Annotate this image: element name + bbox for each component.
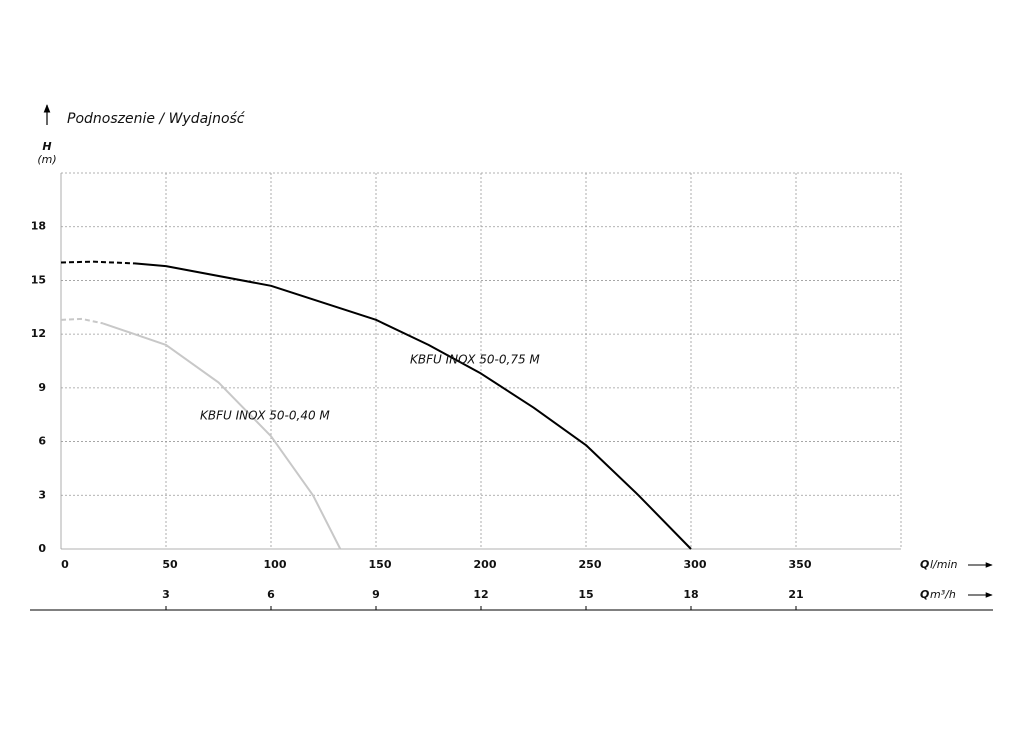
x2-tick-label: 6 (267, 588, 275, 601)
x-tick-label: 150 (369, 558, 392, 571)
x-tick-label: 250 (579, 558, 602, 571)
x2-tick-label: 15 (578, 588, 593, 601)
y-tick-label: 3 (38, 488, 46, 501)
curve-dashed (60, 317, 104, 325)
y-tick-label: 6 (38, 435, 46, 448)
x-tick-label: 50 (162, 558, 178, 571)
curve (134, 262, 692, 550)
y-tick-label: 15 (31, 273, 46, 286)
curve (102, 322, 342, 550)
x-tick-label: 100 (264, 558, 287, 571)
curve-label: KBFU INOX 50-0,40 M (200, 409, 330, 423)
y-tick-label: 0 (38, 542, 46, 555)
x2-tick-label: 12 (473, 588, 488, 601)
x-tick-label: 200 (474, 558, 497, 571)
x2-tick-label: 18 (683, 588, 698, 601)
curve-label: KBFU INOX 50-0,75 M (410, 353, 540, 367)
y-label: H (42, 140, 51, 153)
x2-unit: m³/h (930, 588, 956, 601)
x-unit: l/min (930, 558, 958, 571)
y-tick-label: 9 (38, 381, 46, 394)
x-tick-label: 300 (684, 558, 707, 571)
chart-title: Podnoszenie / Wydajność (67, 111, 246, 127)
curve-dashed (60, 260, 135, 265)
x2-tick-label: 9 (372, 588, 380, 601)
x-tick-label: 0 (61, 558, 69, 571)
x2-tick-label: 21 (788, 588, 803, 601)
x2-tick-label: 3 (162, 588, 170, 601)
x2-label: Q (920, 588, 929, 601)
y-unit: (m) (37, 153, 56, 166)
y-tick-label: 12 (31, 327, 46, 340)
x-tick-label: 350 (789, 558, 812, 571)
y-tick-label: 18 (31, 220, 46, 233)
x-label: Q (920, 558, 929, 571)
